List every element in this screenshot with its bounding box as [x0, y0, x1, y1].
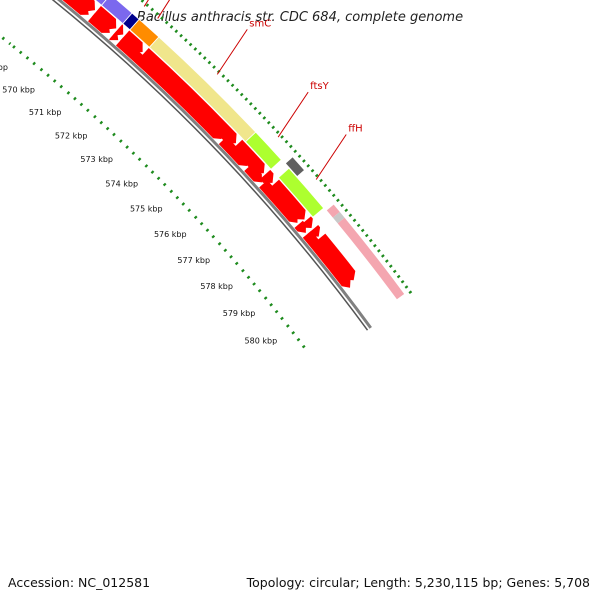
cds-track	[62, 0, 356, 288]
cds-arrow	[88, 12, 110, 33]
kbp-tick-label: 575 kbp	[130, 205, 163, 214]
cds-arrow	[244, 163, 262, 183]
cds-arrow	[218, 136, 247, 166]
kbp-tick-ring	[193, 215, 218, 242]
outer-feature-band	[332, 211, 345, 224]
cds-arrow	[232, 139, 265, 174]
cds-arrow	[62, 0, 89, 15]
cds-arrow	[119, 30, 143, 53]
gene-label-layer: BAMEG_0639plsXfabDfabGacpPrncsmCftsYffH	[143, 0, 363, 180]
gene-leader-line	[157, 0, 171, 19]
cds-arrow	[115, 37, 222, 139]
kbp-tick-ring	[0, 33, 12, 46]
gene-band	[277, 167, 325, 218]
kbp-tick-label: 574 kbp	[105, 180, 138, 189]
gene-label: smC	[249, 18, 271, 29]
kbp-tick-ring	[217, 241, 242, 269]
outer-feature-track	[139, 0, 415, 300]
map-title: Bacillus anthracis str. CDC 684, complet…	[136, 10, 464, 25]
gene-leader-line	[315, 134, 347, 180]
backbone-layer	[51, 0, 372, 331]
tick-layer: 569 kbp 570 kbp 571 kbp 572 kbp 573 kbp 574 k…	[0, 33, 308, 352]
kbp-tick-label: 570 kbp	[2, 85, 35, 94]
outer-feature-band	[326, 204, 340, 218]
kbp-tick-label: 577 kbp	[177, 256, 210, 265]
gene-label: ffH	[348, 124, 362, 135]
kbp-tick-label: 573 kbp	[80, 155, 113, 164]
gene-band	[244, 131, 282, 170]
genome-summary-text: Topology: circular; Length: 5,230,115 bp…	[246, 575, 590, 590]
cds-arrow	[109, 31, 119, 41]
kbp-tick-label: 571 kbp	[29, 108, 62, 117]
outer-feature-band	[285, 157, 304, 177]
kbp-tick-label: 580 kbp	[245, 336, 278, 345]
outer-feature-band	[337, 217, 405, 300]
kbp-tick-ring	[169, 189, 194, 215]
kbp-tick-ring	[263, 296, 287, 324]
kbp-tick-ring	[144, 164, 170, 190]
cds-arrow	[91, 6, 117, 30]
backbone-line	[56, 0, 372, 329]
kbp-tick-ring	[241, 268, 264, 296]
gene-leader-line	[277, 91, 309, 138]
gene-label: ftsY	[310, 81, 329, 92]
backbone-line	[51, 0, 369, 331]
cds-arrow	[259, 180, 298, 223]
kbp-tick-label: 579 kbp	[223, 309, 256, 318]
kbp-tick-label: 572 kbp	[55, 131, 88, 140]
cds-arrow	[294, 220, 306, 233]
cds-arrow	[268, 179, 306, 220]
cds-arrow	[259, 169, 274, 183]
kbp-tick-label: 576 kbp	[154, 230, 187, 239]
kbp-tick-ring	[66, 91, 93, 115]
kbp-tick-ring	[93, 114, 119, 139]
kbp-tick-ring	[12, 45, 39, 68]
kbp-tick-ring	[119, 139, 145, 164]
gene-track	[94, 0, 325, 218]
cds-arrow	[302, 230, 351, 288]
cds-arrow	[139, 48, 237, 144]
kbp-tick-ring	[39, 67, 66, 91]
kbp-tick-label: 578 kbp	[200, 282, 233, 291]
kbp-tick-label: 569 kbp	[0, 63, 8, 72]
accession-text: Accession: NC_012581	[8, 575, 151, 590]
kbp-tick-ring	[285, 324, 308, 352]
cds-arrow	[314, 233, 356, 281]
gene-leader-line	[216, 29, 248, 75]
